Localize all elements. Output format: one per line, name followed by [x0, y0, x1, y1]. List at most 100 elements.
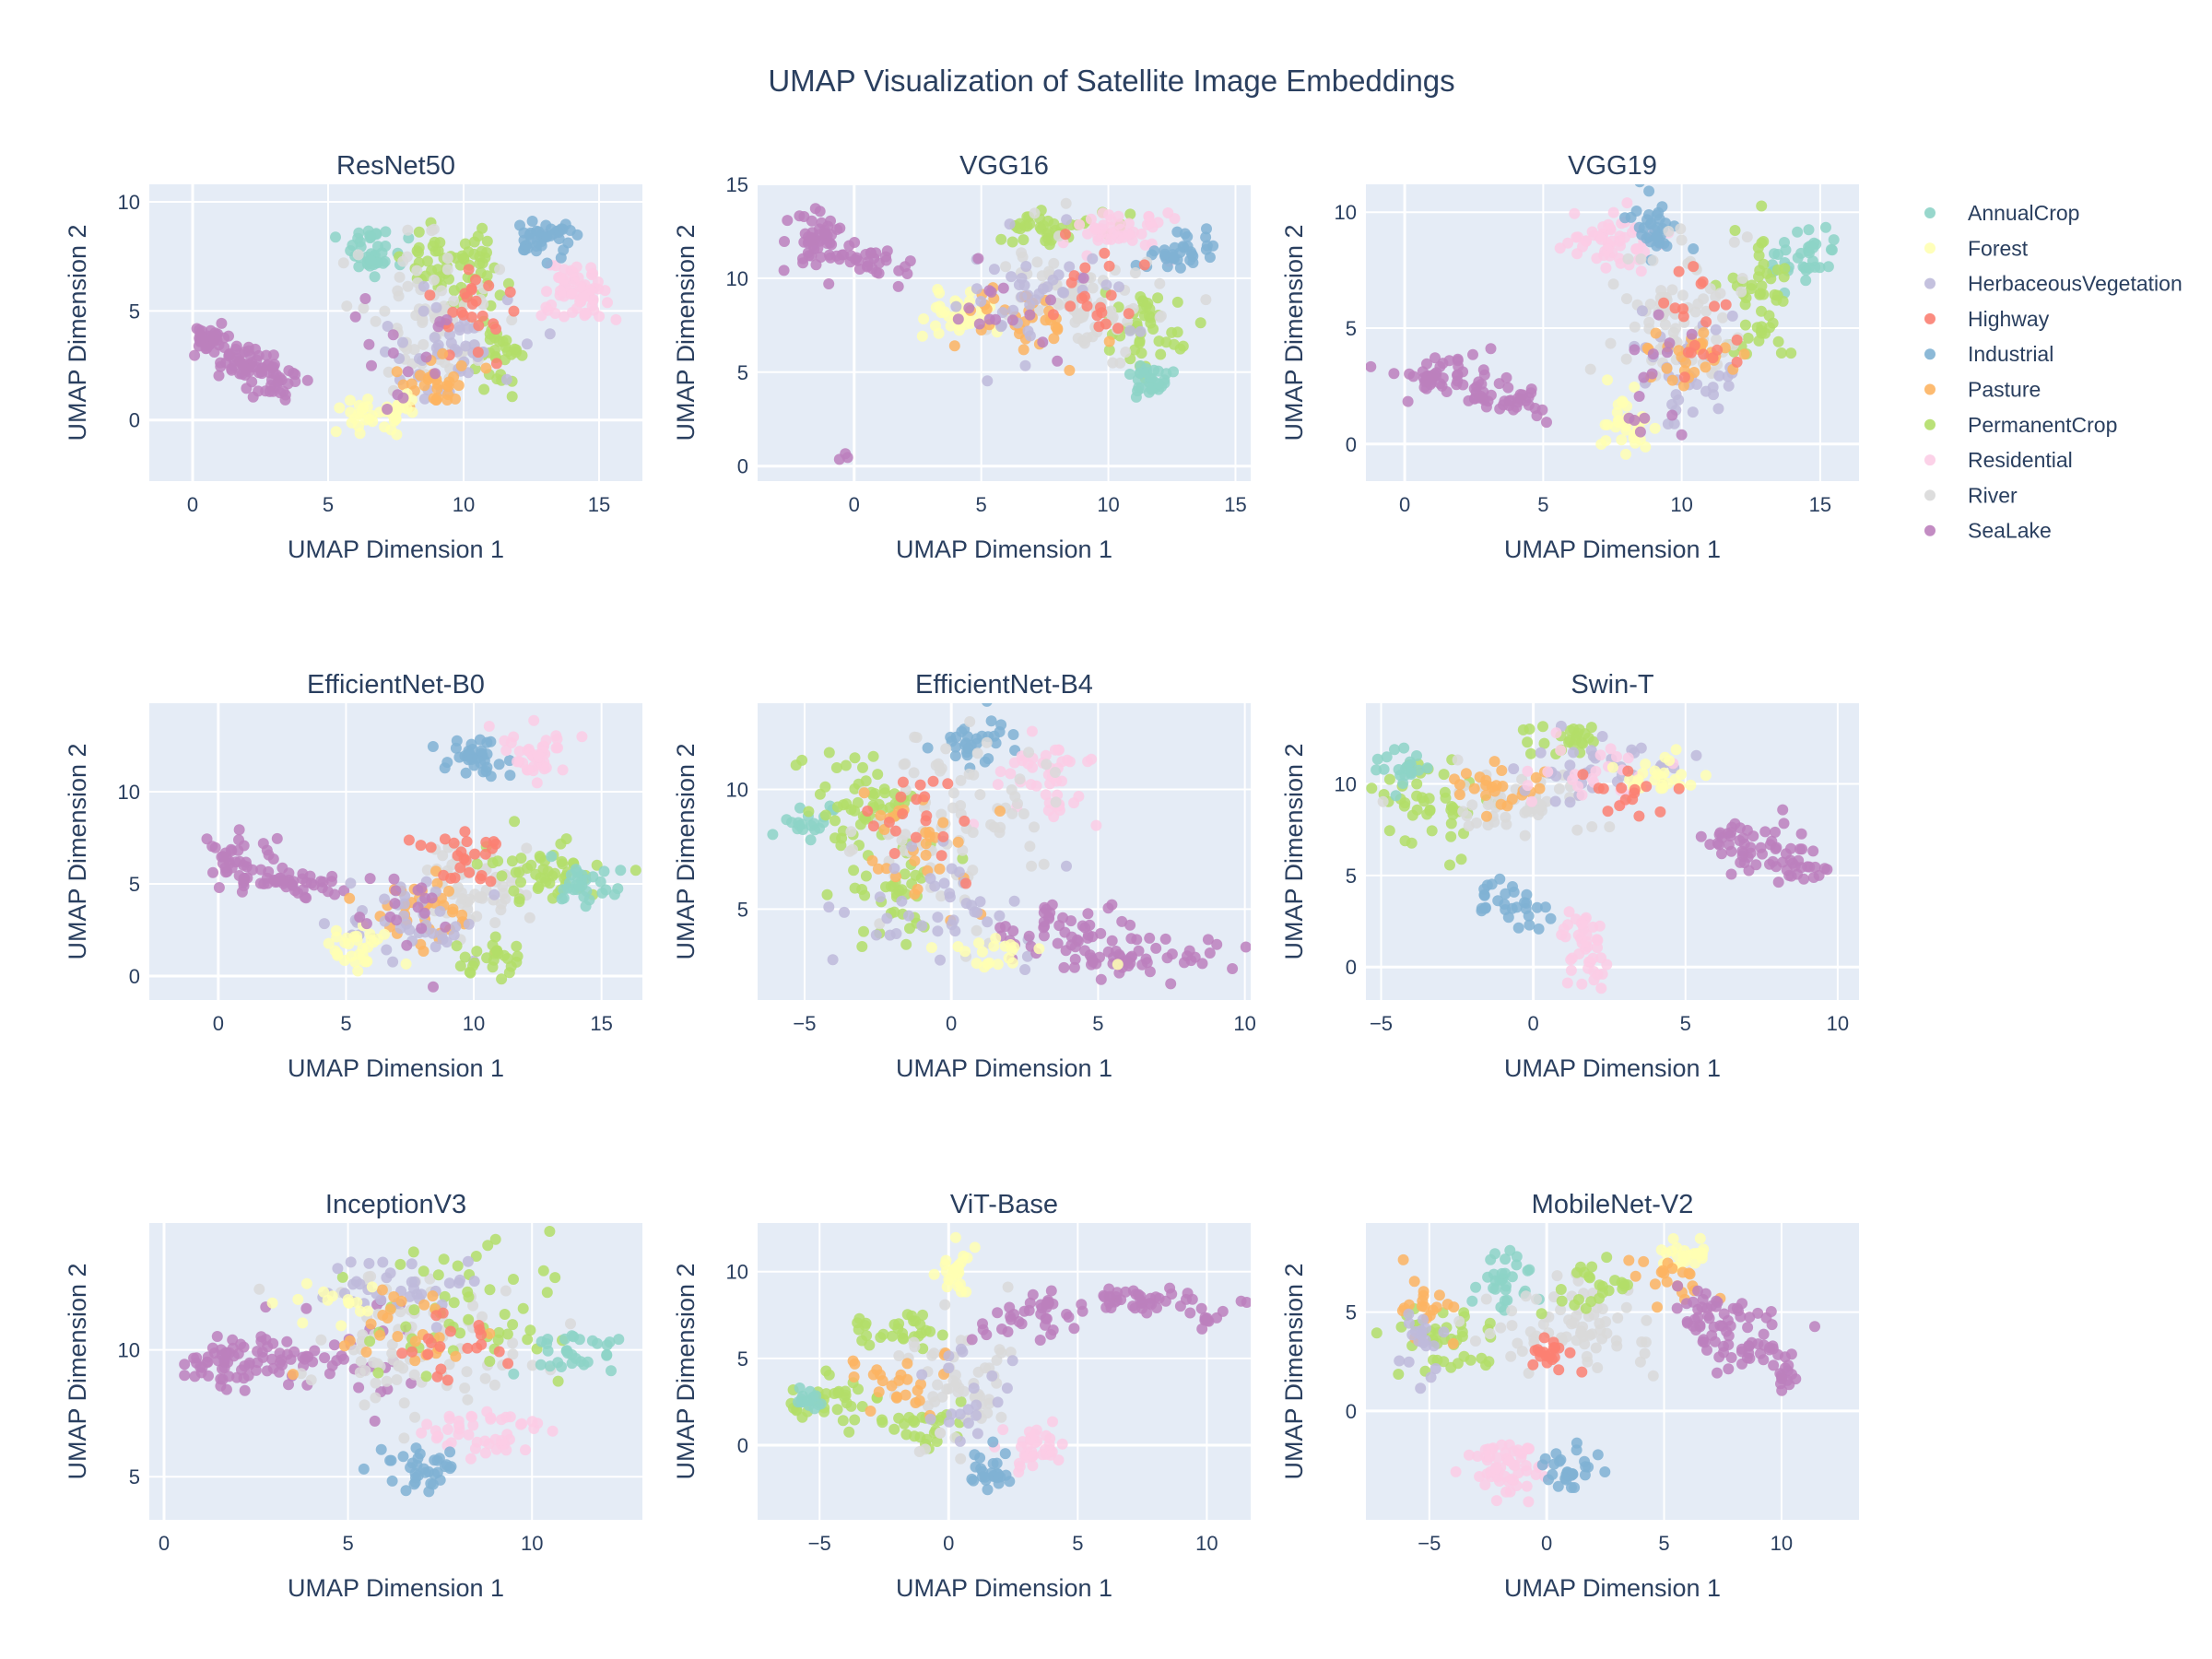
point-industrial: [966, 1473, 978, 1485]
point-river: [401, 251, 413, 263]
point-permanentcrop: [900, 938, 912, 950]
legend-item-river[interactable]: River: [1924, 483, 2018, 507]
point-pasture: [376, 1284, 388, 1296]
point-sealake: [1634, 426, 1646, 438]
point-sealake: [317, 876, 329, 888]
point-sealake: [1437, 358, 1449, 370]
point-river: [927, 1391, 939, 1403]
point-herbaceousvegetation: [443, 1277, 455, 1289]
point-residential: [467, 1419, 479, 1431]
y-tick-label: 10: [118, 781, 140, 804]
point-pasture: [1497, 781, 1509, 792]
x-tick-label: 10: [1827, 1012, 1849, 1035]
point-annualcrop: [1804, 262, 1815, 274]
point-sealake: [1681, 1298, 1692, 1310]
point-sealake: [838, 249, 850, 261]
point-permanentcrop: [899, 868, 911, 880]
legend-item-industrial[interactable]: Industrial: [1924, 342, 2053, 366]
point-pasture: [1018, 344, 1030, 356]
point-pasture: [432, 379, 443, 391]
point-sealake: [256, 1346, 268, 1358]
legend-item-herbaceousvegetation[interactable]: HerbaceousVegetation: [1924, 272, 2183, 296]
point-sealake: [1038, 930, 1050, 942]
point-highway: [1076, 292, 1088, 304]
point-highway: [422, 1348, 434, 1360]
point-residential: [463, 1429, 475, 1441]
point-river: [1484, 1328, 1496, 1339]
point-sealake: [972, 253, 984, 265]
point-sealake: [1041, 1312, 1053, 1324]
point-forest: [971, 958, 982, 970]
point-sealake: [1144, 966, 1156, 978]
point-forest: [992, 959, 1004, 971]
point-highway: [439, 833, 451, 845]
scatter-points: [767, 703, 1251, 990]
point-residential: [1595, 233, 1607, 245]
point-forest: [940, 1254, 952, 1266]
point-pasture: [858, 787, 870, 799]
x-tick-label: 5: [976, 493, 987, 516]
point-forest: [916, 330, 928, 342]
point-permanentcrop: [823, 747, 835, 759]
point-sealake: [1752, 1338, 1764, 1350]
point-annualcrop: [1406, 767, 1418, 779]
point-pasture: [1447, 1337, 1459, 1349]
point-permanentcrop: [1445, 818, 1457, 830]
point-sealake: [1136, 1297, 1148, 1309]
point-highway: [1677, 303, 1688, 315]
legend-item-pasture[interactable]: Pasture: [1924, 378, 2041, 402]
point-river: [1635, 253, 1647, 265]
subplot-title: Swin-T: [1571, 670, 1654, 700]
point-permanentcrop: [819, 781, 831, 793]
point-forest: [1658, 767, 1670, 779]
point-permanentcrop: [1752, 241, 1764, 253]
point-residential: [1594, 920, 1606, 932]
point-river: [462, 1394, 474, 1406]
point-annualcrop: [1500, 1253, 1512, 1265]
point-industrial: [1148, 245, 1160, 257]
legend-item-permanentcrop[interactable]: PermanentCrop: [1924, 413, 2117, 437]
legend-label: AnnualCrop: [1968, 201, 2079, 225]
point-herbaceousvegetation: [943, 1350, 955, 1362]
point-sealake: [1045, 294, 1056, 306]
point-pasture: [447, 906, 458, 918]
point-annualcrop: [806, 819, 818, 831]
legend-item-annualcrop[interactable]: AnnualCrop: [1924, 201, 2079, 225]
point-river: [402, 224, 414, 236]
point-sealake: [778, 265, 790, 276]
point-forest: [351, 930, 363, 942]
point-annualcrop: [1769, 248, 1780, 260]
point-river: [441, 253, 453, 265]
point-herbaceousvegetation: [971, 1409, 982, 1421]
point-permanentcrop: [1406, 809, 1418, 821]
x-tick-label: 0: [849, 493, 860, 516]
point-sealake: [803, 250, 815, 262]
point-forest: [990, 933, 1002, 944]
point-forest: [292, 1293, 304, 1305]
point-forest: [1602, 418, 1614, 430]
point-permanentcrop: [867, 750, 879, 762]
legend-item-residential[interactable]: Residential: [1924, 448, 2073, 472]
point-river: [1029, 207, 1041, 219]
point-industrial: [1555, 1453, 1567, 1465]
x-tick-label: 10: [1097, 493, 1119, 516]
legend-item-sealake[interactable]: SeaLake: [1924, 519, 2052, 543]
point-annualcrop: [508, 1368, 520, 1380]
point-sealake: [1629, 344, 1641, 356]
point-permanentcrop: [1445, 1361, 1457, 1373]
point-highway: [1673, 782, 1685, 794]
x-axis-label: UMAP Dimension 1: [896, 535, 1112, 563]
legend-item-highway[interactable]: Highway: [1924, 307, 2050, 331]
point-pasture: [1468, 782, 1480, 794]
point-herbaceousvegetation: [954, 1435, 966, 1447]
point-sealake: [288, 876, 300, 888]
point-herbaceousvegetation: [1403, 1356, 1415, 1368]
point-highway: [1688, 261, 1700, 273]
point-sealake: [440, 921, 452, 933]
legend-item-forest[interactable]: Forest: [1924, 236, 2029, 260]
point-permanentcrop: [832, 1387, 844, 1399]
point-industrial: [531, 225, 543, 237]
point-permanentcrop: [513, 893, 525, 905]
point-annualcrop: [613, 1334, 625, 1346]
point-industrial: [922, 742, 934, 754]
